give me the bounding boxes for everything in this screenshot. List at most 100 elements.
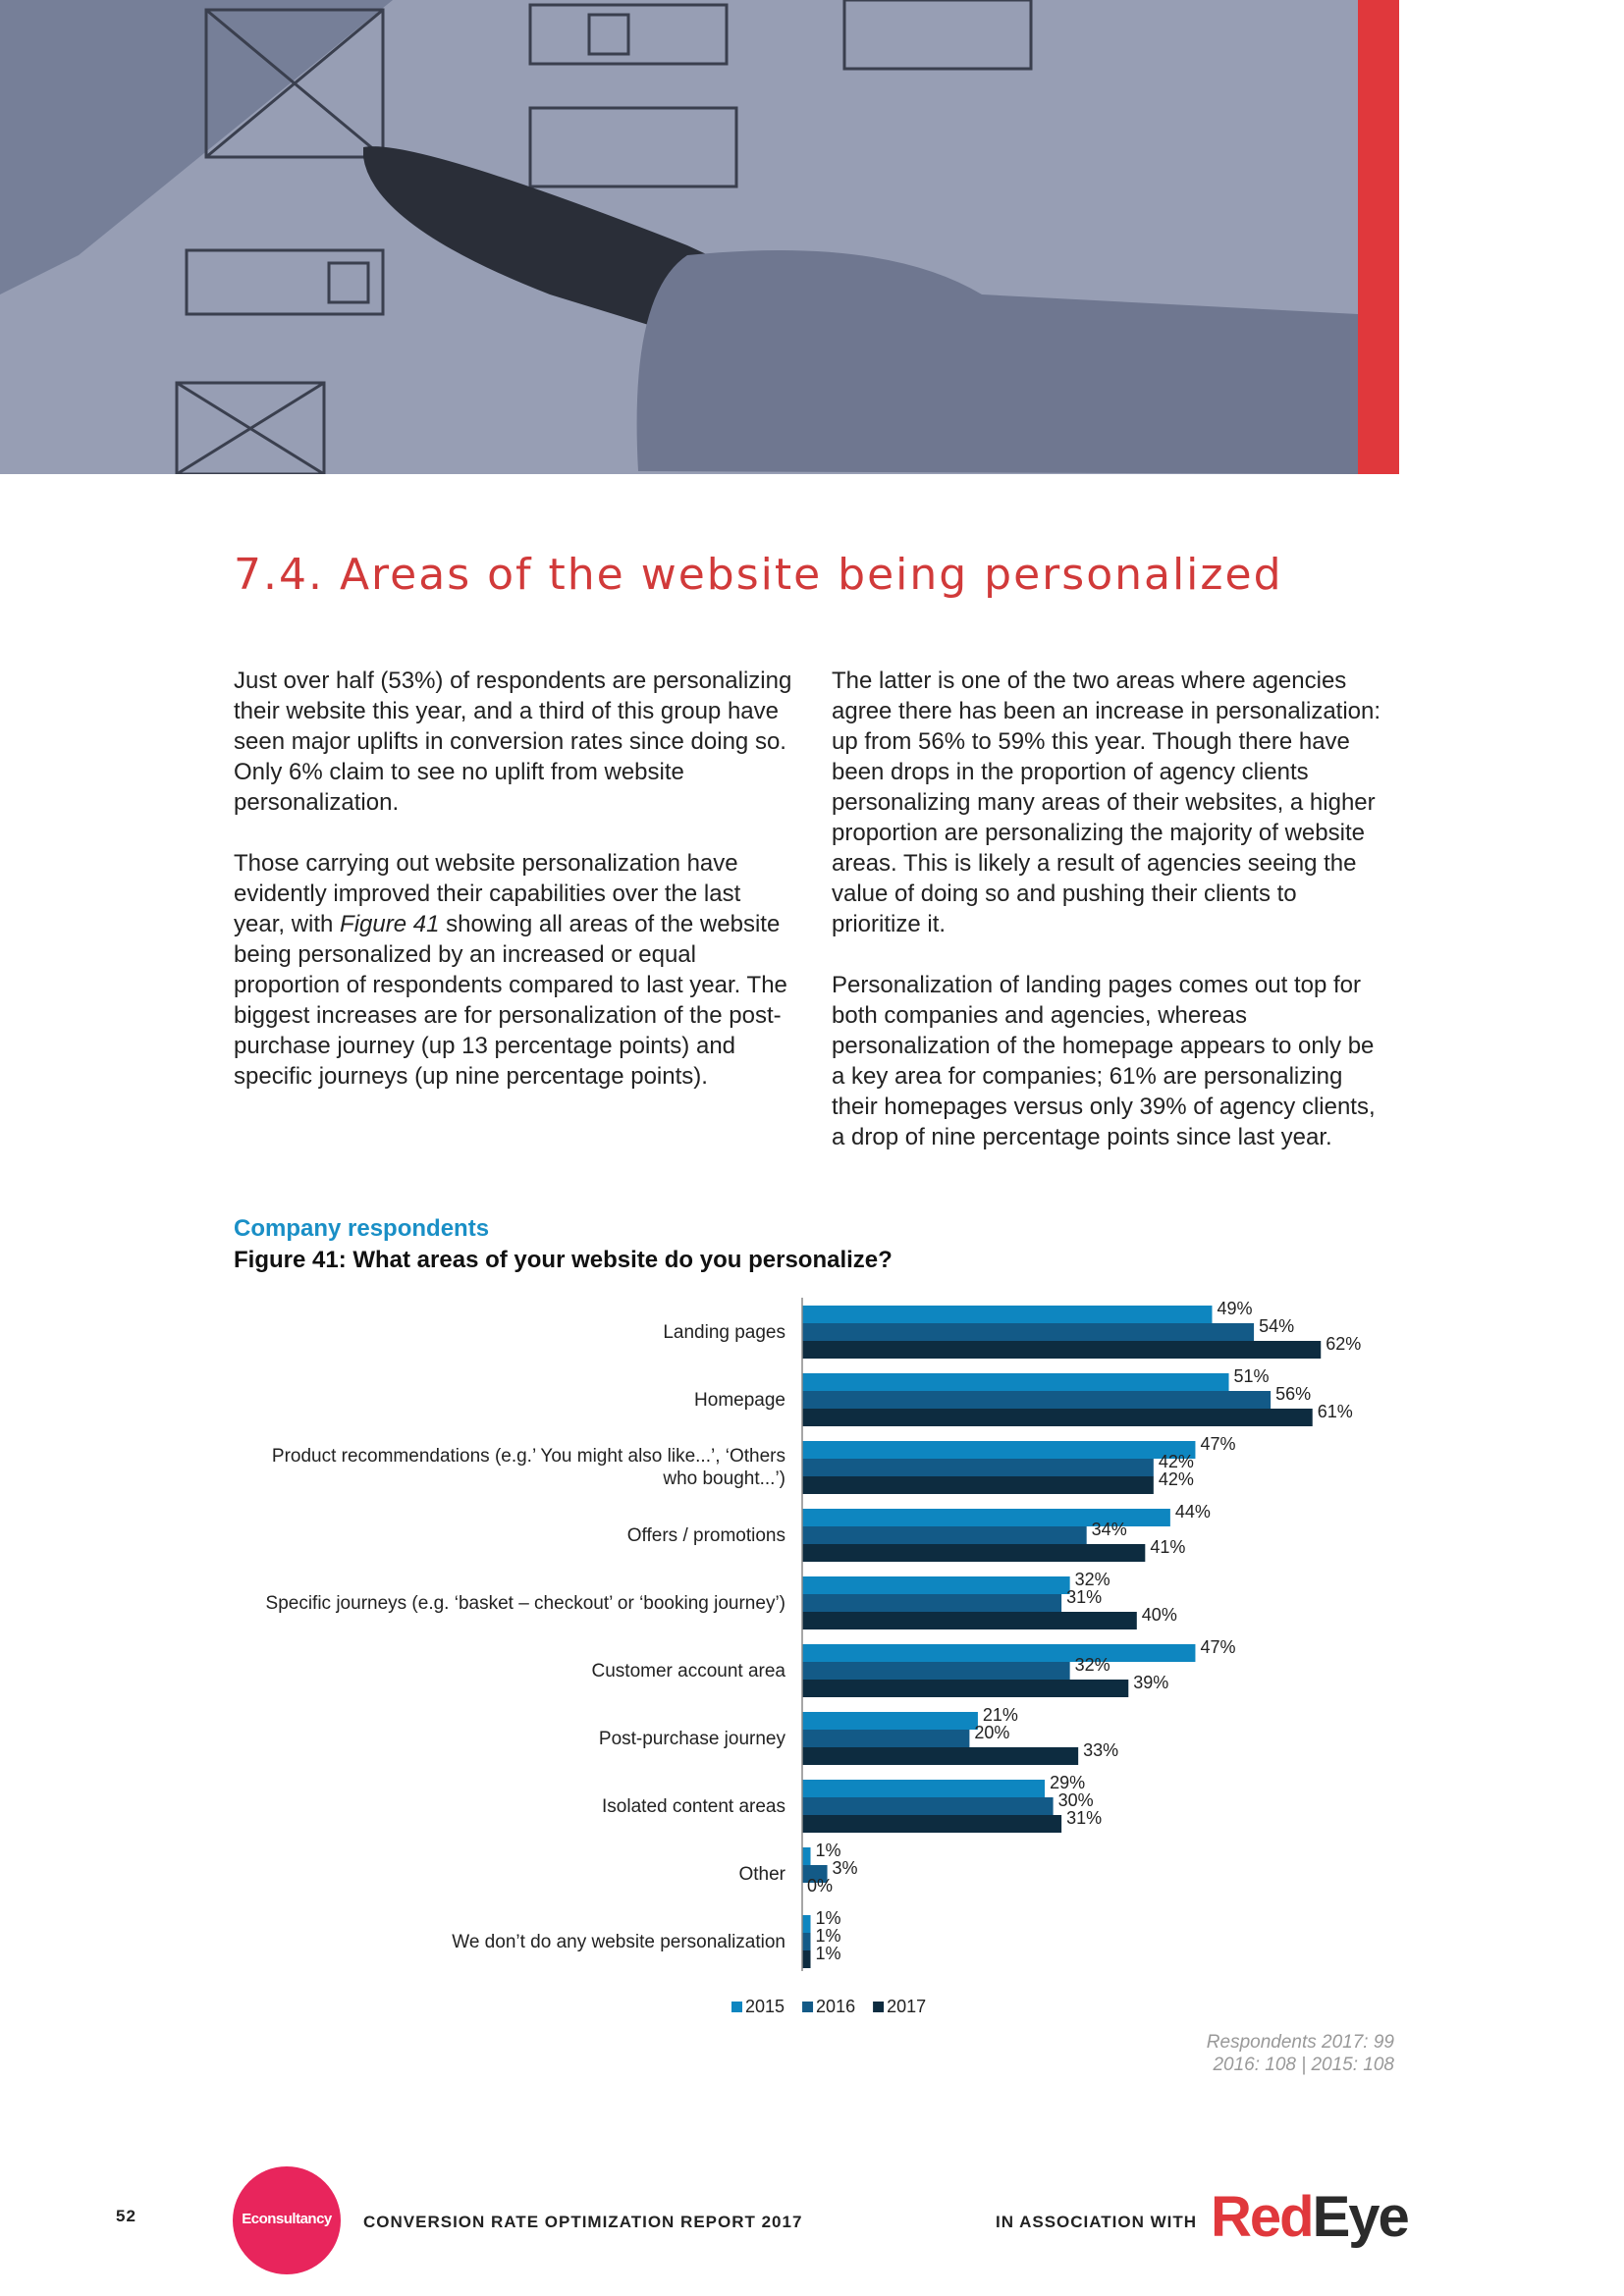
bar [802, 1865, 828, 1883]
partner-logo: RedEye [1211, 2184, 1410, 2250]
bar [802, 1933, 811, 1950]
value-label: 21% [983, 1705, 1018, 1725]
category-label: Post-purchase journey [598, 1728, 785, 1749]
bar [802, 1441, 1196, 1459]
value-label: 51% [1234, 1366, 1270, 1386]
value-label: 32% [1075, 1570, 1110, 1589]
chart-title: Figure 41: What areas of your website do… [234, 1247, 893, 1273]
bar [802, 1459, 1154, 1476]
bar [802, 1373, 1229, 1391]
value-label: 0% [807, 1876, 833, 1896]
bar [802, 1815, 1062, 1833]
category-label: Other [738, 1863, 785, 1885]
header-photo [0, 0, 1399, 474]
legend-label: 2017 [887, 1997, 926, 2016]
bar [802, 1323, 1255, 1341]
value-label: 62% [1326, 1334, 1361, 1354]
value-label: 32% [1075, 1655, 1110, 1675]
bar [802, 1341, 1322, 1359]
bar [802, 1612, 1137, 1629]
association: IN ASSOCIATION WITH [996, 2213, 1198, 2231]
bar [802, 1544, 1146, 1562]
value-label: 31% [1066, 1587, 1102, 1607]
text-run: Those carrying out website personalizati… [234, 850, 741, 937]
value-label: 34% [1092, 1520, 1127, 1539]
value-label: 1% [816, 1926, 841, 1946]
bar [802, 1847, 811, 1865]
value-label: 1% [816, 1944, 841, 1963]
category-label: We don’t do any website personalization [452, 1931, 785, 1952]
value-label: 47% [1200, 1434, 1235, 1454]
value-label: 56% [1275, 1384, 1311, 1404]
paragraph: Those carrying out website personalizati… [234, 848, 793, 1092]
value-label: 20% [974, 1723, 1009, 1742]
bar [802, 1409, 1313, 1426]
paragraph: The latter is one of the two areas where… [832, 666, 1391, 939]
text-run: Just over half (53%) of respondents are … [234, 667, 792, 816]
bar [802, 1662, 1070, 1680]
text-run: Personalization of landing pages comes o… [832, 972, 1376, 1150]
bar [802, 1391, 1272, 1409]
text-run: The latter is one of the two areas where… [832, 667, 1381, 937]
bar [802, 1644, 1196, 1662]
legend-swatch [873, 2002, 885, 2012]
value-label: 33% [1083, 1740, 1118, 1760]
report-name: CONVERSION RATE OPTIMIZATION REPORT 2017 [363, 2213, 803, 2231]
bar [802, 1712, 978, 1730]
text-run: Figure 41 [340, 911, 440, 937]
econsultancy-logo [233, 2166, 341, 2274]
category-label: Landing pages [663, 1321, 785, 1343]
bar [802, 1747, 1079, 1765]
category-label: Isolated content areas [602, 1795, 785, 1817]
value-label: 41% [1150, 1537, 1185, 1557]
page-number: 52 [116, 2207, 136, 2225]
left-column: Just over half (53%) of respondents are … [234, 666, 793, 1122]
value-label: 39% [1133, 1673, 1168, 1692]
category-label: Customer account area [591, 1660, 786, 1682]
value-label: 31% [1066, 1808, 1102, 1828]
value-label: 1% [816, 1908, 841, 1928]
legend-label: 2016 [816, 1997, 855, 2016]
respondents-note: Respondents 2017: 99 [1206, 2032, 1394, 2053]
bar [802, 1594, 1062, 1612]
category-label: Specific journeys (e.g. ‘basket – checko… [265, 1592, 785, 1614]
value-label: 47% [1200, 1637, 1235, 1657]
paragraph: Just over half (53%) of respondents are … [234, 666, 793, 818]
text-run: showing all areas of the website being p… [234, 911, 787, 1090]
bar [802, 1476, 1154, 1494]
value-label: 42% [1159, 1452, 1194, 1471]
bar [802, 1797, 1054, 1815]
legend-swatch [802, 2002, 814, 2012]
bar [802, 1576, 1070, 1594]
legend-swatch [731, 2002, 742, 2012]
value-label: 44% [1175, 1502, 1211, 1522]
section-title: 7.4. Areas of the website being personal… [234, 550, 1283, 600]
logo-text: Econsultancy [242, 2211, 332, 2227]
right-column: The latter is one of the two areas where… [832, 666, 1391, 1183]
bar [802, 1950, 811, 1968]
paragraph: Personalization of landing pages comes o… [832, 970, 1391, 1152]
logo-part: Eye [1312, 2185, 1410, 2249]
category-label: Product recommendations (e.g.’ You might… [271, 1446, 785, 1489]
value-label: 3% [833, 1858, 858, 1878]
value-label: 42% [1159, 1469, 1194, 1489]
legend-label: 2015 [745, 1997, 785, 2016]
category-label: Homepage [694, 1389, 785, 1411]
chart-subtitle: Company respondents [234, 1215, 490, 1242]
respondents-note: 2016: 108 | 2015: 108 [1213, 2055, 1394, 2075]
bar [802, 1509, 1170, 1526]
category-label: Offers / promotions [626, 1524, 785, 1546]
value-label: 40% [1142, 1605, 1177, 1625]
logo-part: Red [1211, 2185, 1315, 2249]
value-label: 1% [816, 1841, 841, 1860]
value-label: 30% [1058, 1790, 1094, 1810]
bar [802, 1915, 811, 1933]
bar [802, 1730, 970, 1747]
bar [802, 1780, 1046, 1797]
bar [802, 1680, 1129, 1697]
value-label: 61% [1318, 1402, 1353, 1421]
value-label: 29% [1050, 1773, 1085, 1792]
bar [802, 1306, 1213, 1323]
value-label: 49% [1217, 1299, 1252, 1318]
